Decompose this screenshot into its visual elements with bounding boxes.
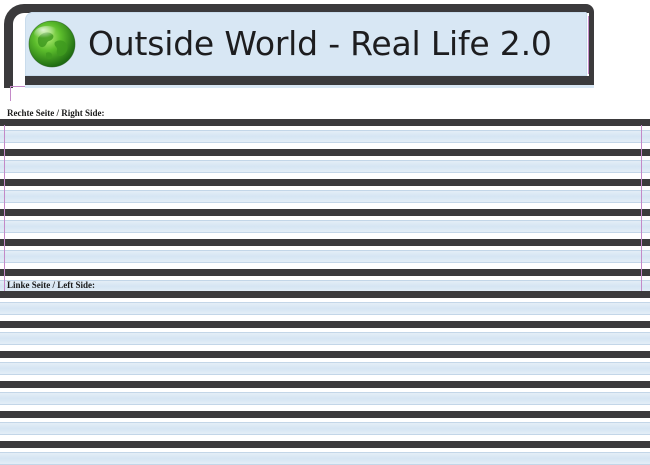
stripe-dark bbox=[0, 381, 650, 388]
stripe-light bbox=[0, 332, 650, 345]
stripe-dark bbox=[0, 239, 650, 246]
stripe-dark bbox=[0, 291, 650, 298]
title-panel bbox=[25, 12, 587, 76]
header-frame-bottom bbox=[25, 76, 594, 85]
section-label-left-side: Linke Seite / Left Side: bbox=[7, 280, 95, 290]
stripe-dark bbox=[0, 441, 650, 448]
stripe-light bbox=[0, 250, 650, 263]
stripe-light bbox=[0, 160, 650, 173]
stripe-light bbox=[0, 190, 650, 203]
stripe-dark bbox=[0, 351, 650, 358]
guide-line bbox=[641, 125, 642, 291]
stripe-dark bbox=[0, 411, 650, 418]
section-label-right-side: Rechte Seite / Right Side: bbox=[7, 108, 105, 118]
stripe-dark bbox=[0, 119, 650, 126]
crop-mark bbox=[10, 86, 25, 101]
guide-line bbox=[4, 125, 5, 291]
stripe-dark bbox=[0, 269, 650, 276]
stripe-dark bbox=[0, 179, 650, 186]
stripe-light bbox=[0, 452, 650, 465]
header-frame-bottom-highlight bbox=[25, 85, 594, 88]
page-title: Outside World - Real Life 2.0 bbox=[88, 24, 552, 63]
stripe-dark bbox=[0, 149, 650, 156]
guide-line bbox=[588, 16, 589, 74]
stripe-light bbox=[0, 422, 650, 435]
stripe-light bbox=[0, 362, 650, 375]
stripe-block-left-side bbox=[0, 291, 650, 465]
stripe-light bbox=[0, 302, 650, 315]
stripe-light bbox=[0, 392, 650, 405]
stripe-light bbox=[0, 130, 650, 143]
stripe-dark bbox=[0, 209, 650, 216]
stripe-block-right-side bbox=[0, 119, 650, 293]
globe-icon bbox=[28, 20, 76, 68]
stripe-light bbox=[0, 220, 650, 233]
header-frame bbox=[4, 4, 594, 88]
stripe-dark bbox=[0, 321, 650, 328]
